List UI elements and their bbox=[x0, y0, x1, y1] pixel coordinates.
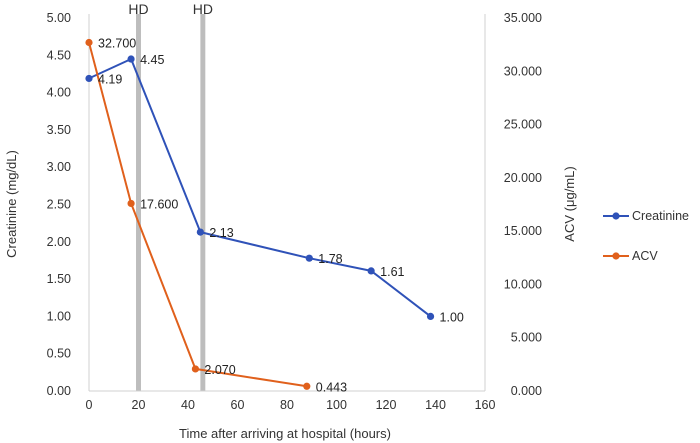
y-right-tick-label: 35.000 bbox=[504, 11, 542, 25]
creatinine-point bbox=[85, 74, 93, 83]
hd-band-2 bbox=[200, 14, 206, 391]
y-right-tick-label: 5.000 bbox=[511, 331, 542, 345]
x-tick-label: 120 bbox=[376, 398, 397, 412]
y-left-tick-label: 2.00 bbox=[47, 235, 71, 249]
acv-point bbox=[127, 199, 135, 208]
x-tick-label: 100 bbox=[326, 398, 347, 412]
creatinine-data-label: 1.78 bbox=[318, 252, 342, 266]
y-left-tick-label: 0.00 bbox=[47, 384, 71, 398]
creatinine-point bbox=[127, 55, 135, 63]
labels-layer: 4.19 4.45 2.13 1.78 1.61 1.00 32.700 17.600 2.07… bbox=[98, 37, 464, 395]
creatinine-data-label: 2.13 bbox=[209, 226, 233, 240]
hd-band-1 bbox=[136, 14, 141, 391]
y-right-tick-label: 0.000 bbox=[511, 384, 542, 398]
x-tick-label: 60 bbox=[231, 398, 245, 412]
y-left-tick-label: 4.50 bbox=[47, 48, 71, 62]
acv-data-label: 32.700 bbox=[98, 37, 136, 51]
y-left-tick-label: 3.00 bbox=[47, 160, 71, 174]
creatinine-data-label: 1.61 bbox=[380, 265, 404, 279]
x-axis-title: Time after arriving at hospital (hours) bbox=[179, 426, 391, 441]
hd-band-layer: HD HD bbox=[128, 1, 213, 391]
acv-point bbox=[85, 38, 93, 47]
y-left-tick-label: 1.00 bbox=[47, 309, 71, 323]
y-left-tick-label: 3.50 bbox=[47, 123, 71, 137]
creatinine-point bbox=[426, 312, 435, 320]
y-left-tick-label: 1.50 bbox=[47, 272, 71, 286]
hd-label-2: HD bbox=[193, 1, 213, 17]
legend: Creatinine ACV bbox=[603, 209, 689, 263]
y-left-tick-label: 4.00 bbox=[47, 86, 71, 100]
y-left-tick-label: 2.50 bbox=[47, 198, 71, 212]
x-tick-label: 40 bbox=[181, 398, 195, 412]
creatinine-point bbox=[196, 228, 204, 236]
legend-acv-marker bbox=[612, 252, 620, 260]
y-axis-left-title: Creatinine (mg/dL) bbox=[4, 150, 19, 258]
acv-line bbox=[88, 42, 307, 388]
creatinine-line bbox=[88, 58, 432, 318]
creatinine-point bbox=[367, 267, 375, 275]
legend-creatinine-label: Creatinine bbox=[632, 209, 689, 223]
acv-data-label: 2.070 bbox=[204, 363, 235, 377]
y-left-tick-label: 5.00 bbox=[47, 11, 71, 25]
acv-data-label: 0.443 bbox=[316, 380, 347, 394]
series-layer bbox=[85, 38, 435, 390]
x-tick-label: 80 bbox=[280, 398, 294, 412]
legend-creatinine-marker bbox=[612, 212, 620, 220]
creatinine-data-label: 1.00 bbox=[440, 310, 464, 324]
y-right-tick-label: 20.000 bbox=[504, 171, 542, 185]
x-tick-label: 20 bbox=[132, 398, 146, 412]
y-right-tick-label: 10.000 bbox=[504, 277, 542, 291]
x-tick-label: 140 bbox=[425, 398, 446, 412]
hd-label-1: HD bbox=[128, 1, 148, 17]
creatinine-point bbox=[305, 254, 313, 262]
x-tick-label: 0 bbox=[86, 398, 93, 412]
y-right-tick-label: 30.000 bbox=[504, 64, 542, 78]
axes-layer: 0 20 40 60 80 100 120 140 160 0.00 0.50 1.00 1.50 2.0… bbox=[47, 11, 542, 412]
y-right-tick-label: 15.000 bbox=[504, 224, 542, 238]
acv-data-label: 17.600 bbox=[140, 197, 178, 211]
x-tick-label: 160 bbox=[475, 398, 496, 412]
creatinine-data-label: 4.19 bbox=[98, 72, 122, 86]
legend-acv-label: ACV bbox=[632, 249, 658, 263]
acv-point bbox=[303, 382, 311, 390]
y-right-tick-label: 25.000 bbox=[504, 118, 542, 132]
acv-point bbox=[191, 365, 200, 373]
y-axis-right-title: ACV (μg/mL) bbox=[562, 166, 577, 241]
y-left-tick-label: 0.50 bbox=[47, 347, 71, 361]
creatinine-data-label: 4.45 bbox=[140, 53, 164, 67]
